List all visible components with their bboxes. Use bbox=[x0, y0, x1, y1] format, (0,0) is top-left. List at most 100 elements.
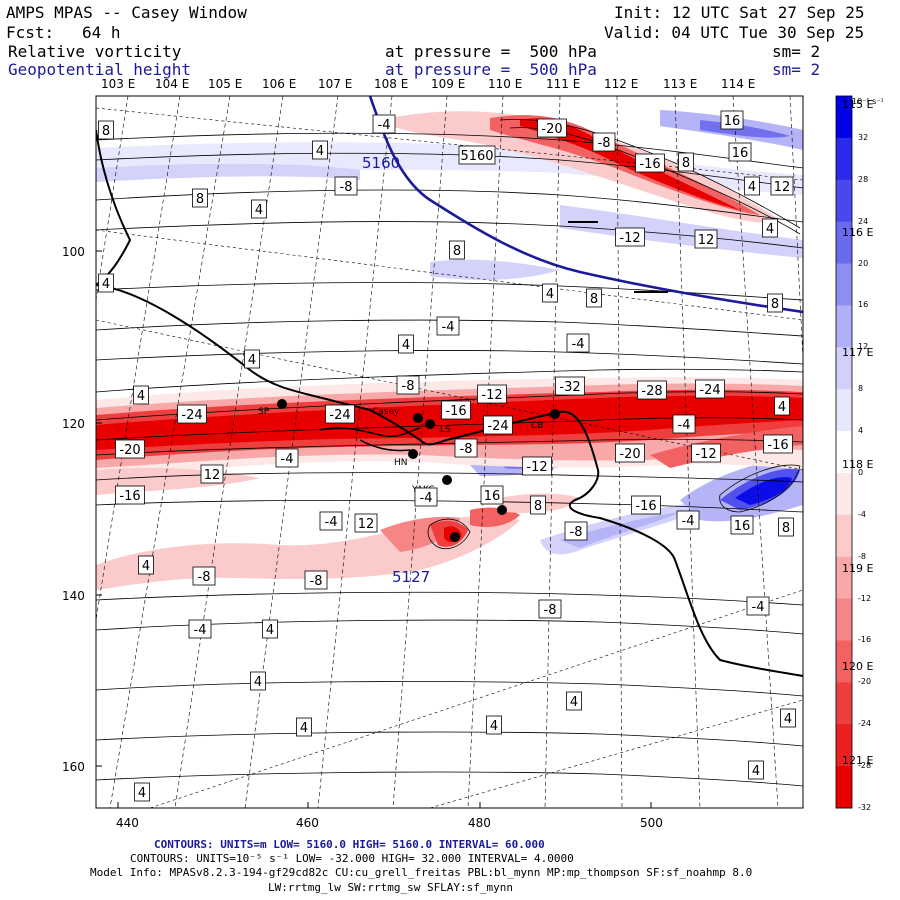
lon-label-117e: 117 E bbox=[842, 346, 874, 359]
field1-smoothing: sm= 2 bbox=[772, 42, 821, 61]
lon-label-118e: 118 E bbox=[842, 458, 874, 471]
station-casey-label: Casey bbox=[372, 407, 400, 417]
lon-label-106e: 106 E bbox=[262, 77, 297, 91]
contour-value-label: 4 bbox=[133, 385, 149, 405]
contour-value-label: 12 bbox=[694, 229, 718, 249]
contour-value-text: -24 bbox=[487, 419, 508, 434]
colorbar-tick-label: 32 bbox=[858, 132, 869, 142]
contour-value-label: 4 bbox=[98, 273, 114, 293]
colorbar-tick-label: 12 bbox=[858, 342, 869, 352]
contour-value-text: -16 bbox=[119, 489, 140, 504]
colorbar-swatch bbox=[836, 556, 852, 600]
colorbar-swatch bbox=[836, 96, 852, 139]
contour-value-label: 16 bbox=[728, 142, 752, 162]
contour-value-text: -4 bbox=[442, 320, 455, 335]
contour-value-text: -8 bbox=[460, 442, 473, 457]
contour-value-text: 12 bbox=[204, 468, 221, 483]
contour-value-text: -4 bbox=[752, 600, 765, 615]
contour-value-text: 4 bbox=[300, 721, 308, 736]
contour-value-text: -16 bbox=[639, 157, 660, 172]
colorbar bbox=[836, 96, 852, 809]
colorbar-tick-label: -16 bbox=[858, 635, 872, 645]
station-sp-marker bbox=[277, 399, 287, 409]
contour-value-label: 4 bbox=[780, 708, 796, 728]
contour-value-text: 16 bbox=[484, 489, 501, 504]
station-low-marker bbox=[450, 532, 460, 542]
field2-level: at pressure = 500 hPa bbox=[385, 60, 597, 79]
lon-label-114e: 114 E bbox=[721, 77, 756, 91]
contour-value-text: -4 bbox=[682, 514, 695, 529]
lon-label-111e: 111 E bbox=[546, 77, 581, 91]
contour-value-text: 16 bbox=[724, 114, 741, 129]
station-cb-marker bbox=[550, 409, 560, 419]
height-label-5127: 5127 bbox=[392, 568, 430, 586]
colorbar-swatch bbox=[836, 682, 852, 725]
contour-value-text: -24 bbox=[181, 408, 202, 423]
contour-value-text: -20 bbox=[541, 122, 562, 137]
contour-value-label: -8 bbox=[396, 375, 420, 395]
contour-value-text: -28 bbox=[641, 384, 662, 399]
colorbar-tick-label: 28 bbox=[858, 174, 869, 184]
contour-value-label: -8 bbox=[192, 566, 216, 586]
contour-value-text: 8 bbox=[682, 156, 690, 171]
contour-value-text: -20 bbox=[619, 447, 640, 462]
contour-value-text: -20 bbox=[119, 443, 140, 458]
lon-label-105e: 105 E bbox=[208, 77, 243, 91]
contour-value-text: -12 bbox=[695, 447, 716, 462]
contour-value-text: 12 bbox=[358, 517, 375, 532]
contour-value-label: 8 bbox=[449, 240, 465, 260]
contour-value-label: 4 bbox=[542, 283, 558, 303]
contour-value-label: -4 bbox=[372, 114, 396, 134]
contour-value-text: 5160 bbox=[460, 149, 493, 164]
contour-value-text: 4 bbox=[570, 695, 578, 710]
contour-value-text: -16 bbox=[445, 404, 466, 419]
contour-value-text: -4 bbox=[678, 418, 691, 433]
contour-value-label: 12 bbox=[200, 464, 224, 484]
contour-value-text: -8 bbox=[544, 603, 557, 618]
plot-title: AMPS MPAS -- Casey Window bbox=[6, 3, 247, 22]
contour-value-text: 8 bbox=[771, 297, 779, 312]
colorbar-tick-label: 0 bbox=[858, 467, 864, 477]
contour-value-label: -8 bbox=[334, 176, 358, 196]
footer-height-contours: CONTOURS: UNITS=m LOW= 5160.0 HIGH= 5160… bbox=[154, 838, 545, 851]
colorbar-tick-label: -12 bbox=[858, 593, 872, 603]
contour-value-label: 4 bbox=[296, 717, 312, 737]
stations bbox=[277, 399, 560, 542]
contour-value-text: 4 bbox=[142, 559, 150, 574]
contour-value-label: 16 bbox=[730, 515, 754, 535]
colorbar-units: 10⁻⁵ s⁻¹ bbox=[852, 97, 884, 106]
lon-label-113e: 113 E bbox=[663, 77, 698, 91]
colorbar-swatch bbox=[836, 305, 852, 348]
contour-value-text: 4 bbox=[138, 786, 146, 801]
coastline bbox=[96, 129, 803, 677]
contour-value-label: 8 bbox=[778, 517, 794, 537]
x-axis-label-500: 500 bbox=[640, 816, 663, 830]
colorbar-swatch bbox=[836, 640, 852, 683]
contour-value-text: -8 bbox=[402, 379, 415, 394]
lon-label-116e: 116 E bbox=[842, 226, 874, 239]
contour-value-text: 16 bbox=[734, 519, 751, 534]
x-axis-label-480: 480 bbox=[468, 816, 491, 830]
contour-value-label: -4 bbox=[414, 487, 438, 507]
contour-value-label: -20 bbox=[115, 439, 145, 459]
station-yakc-marker bbox=[442, 475, 452, 485]
contour-value-label: 4 bbox=[774, 396, 790, 416]
axis-ticks bbox=[96, 250, 652, 808]
contour-value-text: 8 bbox=[196, 192, 204, 207]
contour-value-label: 8 bbox=[98, 120, 114, 140]
contour-value-label: -4 bbox=[319, 511, 343, 531]
height-label-5160: 5160 bbox=[362, 154, 400, 172]
contour-value-label: -32 bbox=[555, 376, 585, 396]
contour-value-text: 4 bbox=[316, 144, 324, 159]
contour-value-label: -4 bbox=[188, 619, 212, 639]
lon-label-104e: 104 E bbox=[155, 77, 190, 91]
contour-value-text: 4 bbox=[255, 203, 263, 218]
colorbar-tick-label: 8 bbox=[858, 384, 864, 394]
contour-value-label: -4 bbox=[746, 596, 770, 616]
contour-value-label: 8 bbox=[767, 293, 783, 313]
contour-value-text: -8 bbox=[198, 570, 211, 585]
contour-value-text: -4 bbox=[194, 623, 207, 638]
colorbar-tick-label: 16 bbox=[858, 300, 869, 310]
contour-value-label: -16 bbox=[763, 434, 793, 454]
lon-label-121e: 121 E bbox=[842, 754, 874, 767]
